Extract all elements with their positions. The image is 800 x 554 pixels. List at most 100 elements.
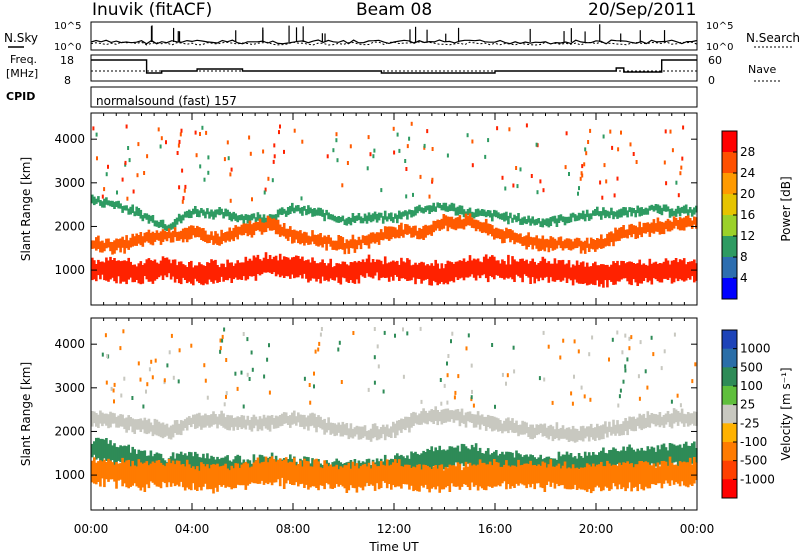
range-time-cell [329, 237, 333, 247]
range-time-cell [333, 423, 337, 437]
range-time-cell [246, 415, 250, 426]
range-time-cell [464, 446, 468, 463]
range-time-cell [190, 260, 193, 284]
scatter-echo-cell [148, 367, 151, 372]
range-time-cell [690, 443, 694, 464]
scatter-echo-cell [512, 345, 515, 350]
range-time-cell [450, 465, 454, 484]
scatter-echo-cell [679, 403, 682, 408]
range-time-cell [678, 259, 682, 280]
scatter-echo-cell [338, 340, 341, 345]
range-time-cell [208, 234, 211, 243]
scatter-echo-cell [669, 129, 672, 134]
range-time-cell [303, 260, 306, 274]
velocity-xtick-label: 04:00 [175, 522, 210, 536]
range-time-cell [177, 213, 181, 222]
range-time-cell [396, 462, 399, 487]
scatter-echo-cell [170, 333, 173, 338]
range-time-cell [282, 412, 286, 424]
range-time-cell [151, 425, 155, 437]
range-time-cell [462, 444, 466, 467]
range-time-cell [507, 229, 510, 239]
range-time-cell [472, 464, 476, 487]
range-time-cell [165, 463, 169, 488]
range-time-cell [145, 420, 149, 435]
velocity-colorbar-tick-label: -500 [740, 454, 767, 468]
range-time-cell [682, 413, 686, 427]
range-time-cell [521, 237, 524, 246]
range-time-cell [240, 214, 244, 221]
range-time-cell [286, 462, 290, 481]
range-time-cell [501, 213, 504, 220]
range-time-cell [503, 261, 506, 280]
range-time-cell [179, 261, 183, 285]
range-time-cell [220, 410, 223, 426]
range-time-cell [575, 467, 579, 490]
range-time-cell [91, 257, 94, 281]
range-time-cell [690, 220, 694, 229]
range-time-cell [642, 263, 646, 281]
range-time-cell [450, 216, 454, 229]
scatter-echo-cell [160, 136, 163, 141]
range-time-cell [682, 461, 686, 486]
range-time-cell [315, 458, 318, 488]
range-time-cell [264, 217, 268, 223]
range-time-cell [264, 252, 268, 273]
range-time-cell [511, 418, 514, 433]
range-time-cell [232, 211, 236, 220]
range-time-cell [688, 207, 692, 213]
range-time-cell [222, 212, 225, 219]
nave-label: Nave [748, 63, 776, 76]
range-time-cell [214, 259, 217, 281]
range-time-cell [123, 260, 126, 282]
range-time-cell [612, 464, 615, 484]
range-time-cell [252, 414, 256, 429]
scatter-echo-cell [116, 190, 118, 195]
range-time-cell [517, 425, 520, 437]
range-time-cell [278, 458, 282, 487]
range-time-cell [375, 426, 379, 441]
velocity-data-layer [91, 326, 698, 494]
scatter-echo-cell [677, 193, 680, 198]
range-time-cell [159, 423, 163, 438]
range-time-cell [594, 466, 597, 488]
range-time-cell [642, 222, 646, 234]
range-time-cell [491, 416, 494, 432]
range-time-cell [537, 218, 541, 224]
range-time-cell [323, 460, 326, 490]
range-time-cell [577, 453, 581, 470]
range-time-cell [630, 261, 633, 286]
range-time-cell [420, 453, 423, 470]
range-time-cell [596, 455, 599, 470]
range-time-cell [636, 227, 640, 239]
range-time-cell [121, 446, 124, 467]
range-time-cell [670, 462, 674, 481]
range-time-cell [204, 413, 207, 428]
range-time-cell [373, 423, 377, 438]
range-time-cell [258, 259, 262, 276]
range-time-cell [505, 264, 508, 278]
range-time-cell [236, 226, 240, 240]
range-time-cell [600, 425, 603, 440]
range-time-cell [474, 209, 478, 217]
range-time-cell [349, 262, 353, 280]
range-time-cell [232, 468, 236, 489]
range-time-cell [456, 409, 460, 421]
range-time-cell [367, 212, 371, 221]
scatter-echo-cell [132, 189, 135, 194]
range-time-cell [592, 210, 595, 216]
range-time-cell [232, 265, 236, 280]
range-time-cell [167, 224, 171, 231]
range-time-cell [220, 208, 223, 215]
range-time-cell [569, 213, 573, 223]
range-time-cell [644, 264, 648, 278]
range-time-cell [488, 415, 492, 429]
range-time-cell [188, 451, 191, 471]
range-time-cell [652, 463, 656, 485]
range-time-cell [236, 260, 240, 280]
range-time-cell [486, 448, 490, 468]
range-time-cell [636, 448, 640, 470]
range-time-cell [472, 447, 476, 465]
scatter-echo-cell [103, 187, 106, 192]
range-time-cell [410, 451, 413, 471]
